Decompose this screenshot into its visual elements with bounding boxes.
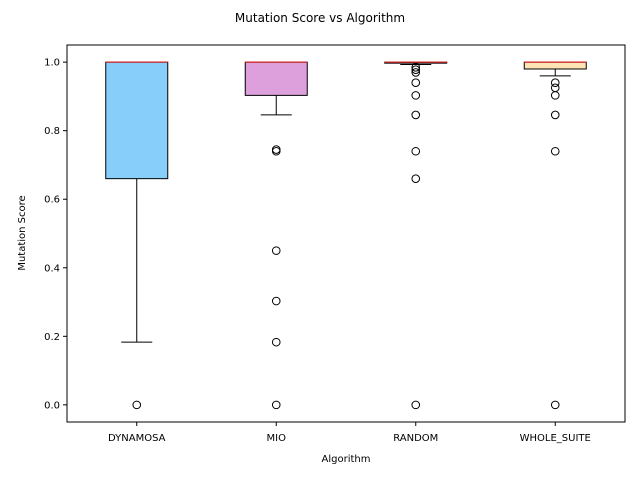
outlier-point [411,65,421,74]
outlier-point [550,78,560,87]
plot-area: 0.0 0.2 0.4 0.6 0.8 1.0 DYNAMOSA MIO RANDOM WHOLE… [44,58,591,444]
x-tick-label: DYNAMOSA [108,433,166,444]
outlier-point [271,296,281,306]
y-axis-label: Mutation Score [17,195,28,270]
outlier-point [411,68,421,77]
outlier-point [132,400,142,410]
outlier-point [550,110,560,120]
outlier-point [550,400,560,410]
y-tick-label: 0.2 [44,332,60,343]
outlier-point [271,400,281,410]
outlier-point [411,78,421,87]
x-tick-label: RANDOM [393,433,438,444]
outlier-point [411,110,421,120]
y-tick-label: 0.8 [44,126,60,137]
outlier-point [271,146,281,156]
outlier-point [411,62,421,72]
outlier-point [271,246,281,255]
outlier-point [411,91,421,100]
outlier-point [271,337,281,347]
outlier-point [411,174,421,183]
outlier-point [411,400,421,410]
box-dynamosa [105,61,169,180]
outlier-point [550,83,560,93]
outlier-point [271,145,281,154]
axes-frame [66,44,626,423]
y-tick-label: 0.0 [44,400,60,411]
x-axis-label: Algorithm [322,454,371,465]
x-tick-label: WHOLE_SUITE [520,433,591,444]
outlier-point [550,91,560,100]
y-tick-label: 1.0 [44,58,60,69]
y-tick-label: 0.6 [44,195,60,206]
chart-title: Mutation Score vs Algorithm [235,11,405,25]
box-mio [244,61,308,96]
x-tick-label: MIO [267,433,287,444]
outlier-point [550,146,560,156]
box-whole_suite [523,61,587,70]
y-tick-label: 0.4 [44,263,60,274]
outlier-point [411,146,421,156]
